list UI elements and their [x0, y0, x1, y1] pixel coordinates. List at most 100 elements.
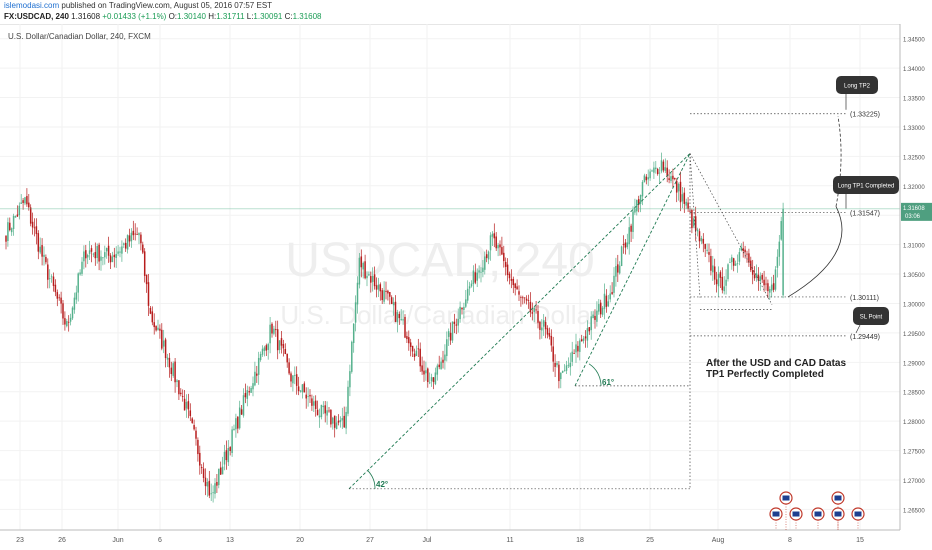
candle-body [383, 290, 385, 302]
price-chart[interactable]: USDCAD, 240 U.S. Dollar/Canadian Dollar … [0, 24, 932, 550]
candle-body [335, 422, 338, 430]
candle-body [689, 210, 691, 212]
close-label: C: [284, 12, 293, 21]
candle-body [493, 233, 496, 239]
candle-body [487, 251, 490, 260]
candle-body [588, 327, 591, 332]
candle-body [413, 353, 416, 357]
candle-body [605, 295, 608, 307]
annotation-text-line: TP1 Perfectly Completed [706, 369, 824, 380]
candle-body [434, 372, 437, 385]
candle-body [181, 396, 184, 398]
candle-body [162, 340, 165, 347]
candle-body [693, 218, 695, 227]
candle-body [708, 252, 710, 255]
candle-body [56, 292, 59, 299]
candle-body [533, 307, 535, 313]
candle-body [77, 273, 79, 293]
symbol-label[interactable]: FX:USDCAD, 240 [4, 12, 69, 21]
candle-body [256, 373, 258, 376]
candle-body [333, 415, 336, 428]
candle-body [242, 395, 245, 416]
price-tick-label: 1.34500 [903, 38, 925, 44]
candle-body [362, 262, 364, 270]
candle-body [320, 404, 323, 418]
level-label: (1.30111) [850, 295, 879, 302]
candle-body [394, 301, 397, 322]
candle-body [54, 284, 57, 293]
candle-body [124, 242, 127, 249]
candle-body [409, 342, 412, 347]
candle-body [267, 344, 269, 350]
candle-body [512, 278, 515, 286]
candle-body [128, 235, 131, 242]
open-label: O: [168, 12, 178, 21]
candle-body [284, 348, 287, 355]
candle-body [368, 274, 370, 276]
candle-body [313, 401, 315, 406]
candle-body [379, 284, 382, 292]
candle-body [674, 177, 676, 180]
candle-body [725, 279, 727, 286]
candle-body [694, 216, 697, 231]
candle-body [5, 235, 7, 242]
candle-body [197, 439, 199, 455]
candle-body [210, 493, 212, 495]
grid [0, 24, 900, 530]
candle-body [687, 202, 689, 209]
candle-body [731, 257, 733, 263]
candle-body [178, 380, 180, 395]
candle-body [174, 361, 176, 383]
candle-body [636, 200, 638, 212]
candle-body [35, 226, 38, 235]
candle-body [371, 276, 374, 282]
candle-body [658, 172, 661, 174]
candle-body [305, 394, 307, 399]
price-tick-label: 1.32000 [903, 185, 925, 191]
candle-body [100, 256, 102, 261]
candle-body [295, 374, 298, 386]
event-flags[interactable] [769, 491, 865, 530]
callout-sl-point: SL Point [860, 315, 883, 321]
candle-body [442, 359, 444, 363]
candle-body [770, 284, 773, 291]
price-axis-bg [900, 24, 932, 550]
candle-body [672, 175, 674, 180]
candle-body [257, 357, 260, 375]
time-axis[interactable]: 23 26 Jun 6 13 20 27 Jul 11 18 25 Aug 8 15 [0, 529, 900, 544]
candle-body [404, 316, 406, 338]
candle-body [88, 250, 91, 254]
candle-body [47, 264, 49, 280]
angle-label-42: 42° [376, 480, 388, 489]
candle-body [373, 274, 376, 287]
time-tick-label: 8 [788, 537, 792, 544]
candle-body [637, 199, 640, 205]
author-link[interactable]: islemodasi.com [4, 1, 60, 10]
candle-body [221, 466, 224, 475]
callout-sl-point-bg [853, 307, 889, 325]
candle-body [130, 232, 133, 242]
flag-emblem-icon [772, 511, 780, 517]
candle-body [590, 316, 592, 331]
candle-body [683, 192, 686, 204]
time-tick-label: 13 [226, 537, 234, 544]
candle-body [229, 447, 231, 452]
candle-body [599, 302, 602, 315]
candle-body [83, 251, 85, 262]
candle-body [603, 293, 606, 309]
candle-body [366, 275, 368, 279]
candle-body [723, 286, 725, 292]
candle-body [461, 307, 463, 310]
candle-body [617, 264, 619, 273]
candle-body [143, 251, 146, 276]
angle-label-61: 61° [602, 378, 614, 387]
candle-body [421, 365, 423, 372]
candle-body [275, 329, 277, 331]
candle-body [370, 276, 372, 283]
candle-body [111, 256, 114, 262]
candle-body [425, 370, 427, 374]
price-axis[interactable]: 1.34500 1.34000 1.33500 1.33000 1.32500 1.320… [899, 24, 932, 550]
candle-body [246, 390, 249, 399]
candle-body [438, 364, 440, 368]
candle-body [565, 365, 568, 371]
